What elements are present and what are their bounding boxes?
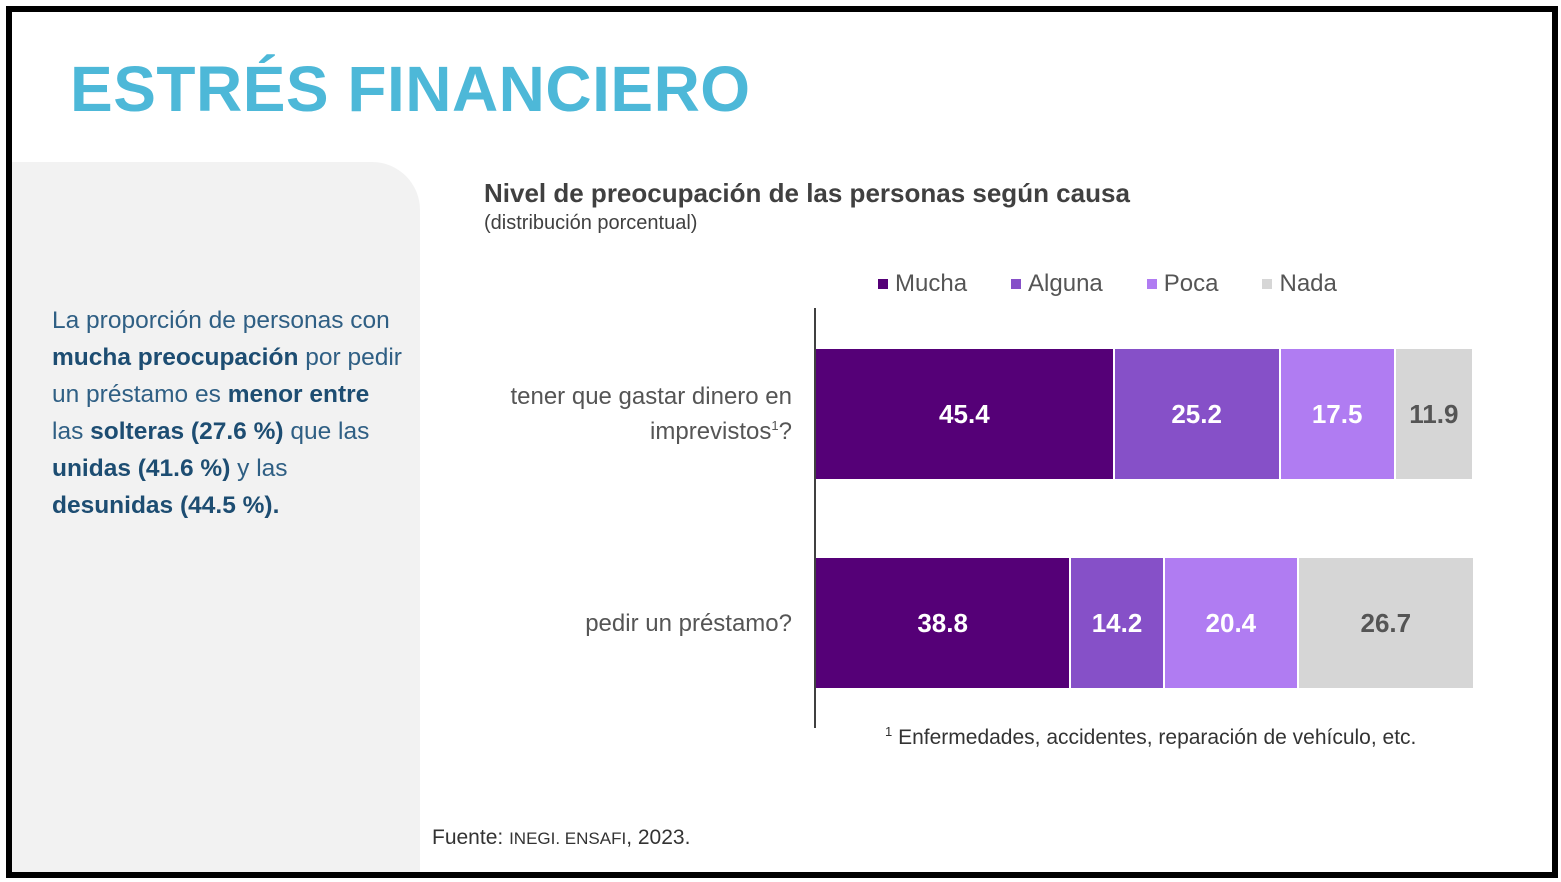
side-text-bold: solteras (27.6 %): [90, 418, 284, 445]
bar-segment-nada: 11.9: [1395, 349, 1474, 479]
legend-item-mucha: Mucha: [878, 270, 967, 298]
legend-label: Alguna: [1028, 270, 1103, 297]
legend-swatch: [878, 279, 888, 289]
page-title: ESTRÉS FINANCIERO: [70, 53, 751, 125]
source-org: INEGI. ENSAFI: [509, 829, 627, 848]
legend-swatch: [1146, 279, 1157, 289]
legend-item-poca: Poca: [1146, 270, 1219, 298]
bar-segment-mucha: 45.4: [816, 349, 1115, 479]
bar-value-label: 45.4: [939, 398, 990, 429]
legend-label: Nada: [1279, 270, 1337, 297]
side-text-part: y las: [230, 455, 288, 482]
side-panel: La proporción de personas con mucha preo…: [12, 162, 420, 872]
side-text-part: que las: [283, 418, 370, 445]
side-text-bold: desunidas (44.5 %).: [52, 492, 280, 519]
legend-item-nada: Nada: [1262, 270, 1337, 298]
bar-segment-nada: 26.7: [1298, 558, 1475, 688]
bar-segment-poca: 20.4: [1164, 558, 1299, 688]
side-text-part: por pedir un préstamo es: [52, 344, 402, 408]
chart-subtitle: (distribución porcentual): [484, 212, 698, 234]
slide-frame: ESTRÉS FINANCIERO La proporción de perso…: [6, 6, 1558, 878]
side-text-bold: mucha preocupación: [52, 344, 299, 371]
chart-legend: Mucha Alguna Poca Nada: [878, 270, 1381, 298]
bar-value-label: 11.9: [1409, 398, 1459, 429]
side-text-bold: unidas (41.6 %): [52, 455, 231, 482]
legend-swatch: [1262, 279, 1273, 289]
bar-value-label: 26.7: [1360, 607, 1412, 638]
side-text-part: las: [52, 418, 91, 445]
bar-segment-poca: 17.5: [1280, 349, 1396, 479]
bar-value-label: 25.2: [1171, 398, 1222, 429]
bar-value-label: 38.8: [917, 607, 968, 638]
bar-value-label: 14.2: [1091, 607, 1143, 638]
legend-item-alguna: Alguna: [1011, 270, 1103, 298]
bar-value-label: 17.5: [1311, 398, 1363, 429]
side-text-bold: menor entre: [227, 381, 370, 408]
category-label: tener que gastar dinero en imprevistos1?: [510, 383, 792, 445]
legend-label: Mucha: [895, 270, 968, 297]
legend-swatch: [1011, 279, 1022, 289]
footnote-mark: 1: [885, 724, 893, 739]
footnote-text: Enfermedades, accidentes, reparación de …: [898, 726, 1417, 749]
bar-segment-alguna: 14.2: [1071, 558, 1165, 688]
source-year: , 2023.: [626, 826, 691, 849]
legend-label: Poca: [1163, 270, 1219, 297]
side-text: La proporción de personas con mucha preo…: [52, 302, 402, 524]
side-text-part: La proporción de personas con: [52, 307, 390, 334]
bar-segment-alguna: 25.2: [1114, 349, 1281, 479]
category-label: pedir un préstamo?: [585, 609, 792, 637]
source-prefix: Fuente:: [432, 826, 510, 849]
bar-value-label: 20.4: [1205, 607, 1257, 638]
chart-footnote: 1 Enfermedades, accidentes, reparación d…: [885, 724, 1416, 750]
chart-title: Nivel de preocupación de las personas se…: [484, 178, 1130, 208]
bar-segment-mucha: 38.8: [816, 558, 1072, 688]
category-axis-line: [814, 308, 816, 728]
source-note: Fuente: INEGI. ENSAFI, 2023.: [432, 826, 690, 850]
